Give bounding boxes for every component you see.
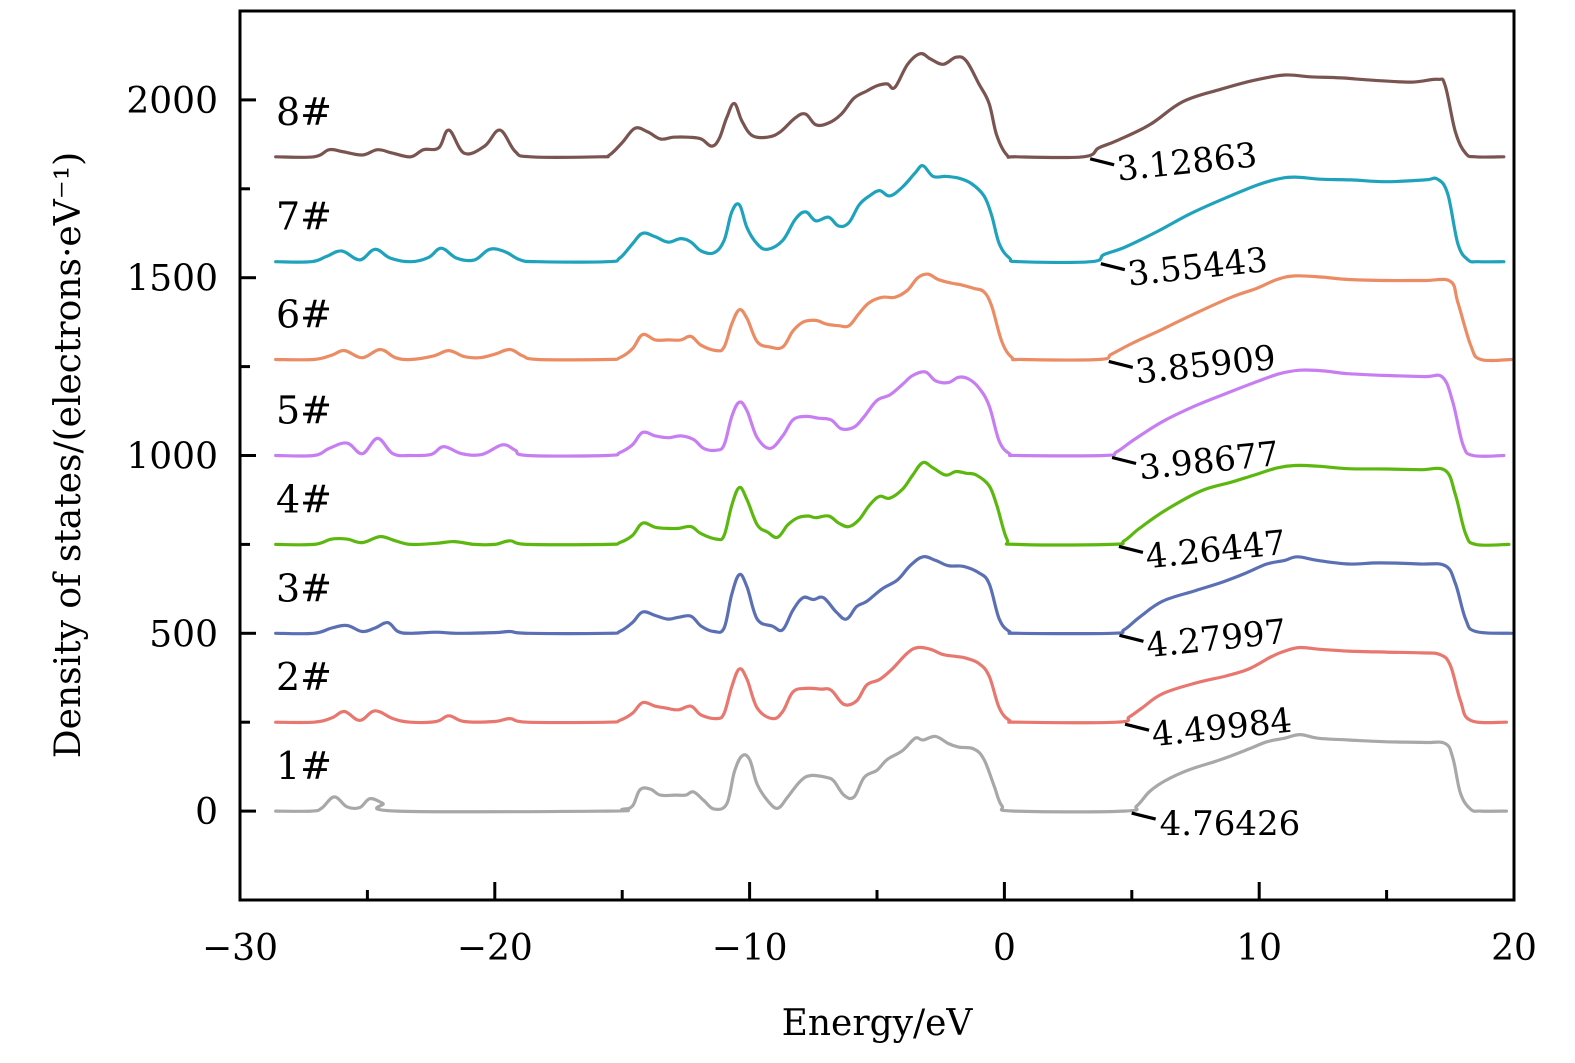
band-gap-label-7: 3.55443 <box>1126 240 1270 294</box>
x-tick-label: −20 <box>457 928 533 969</box>
y-tick-label: 500 <box>149 614 218 655</box>
y-tick-label: 0 <box>195 792 218 833</box>
series-line-8 <box>274 51 1506 160</box>
x-tick-label: 20 <box>1491 928 1537 969</box>
series-label-4: 4# <box>276 477 332 521</box>
gap-leader-line <box>1118 544 1144 554</box>
y-tick-label: 2000 <box>126 81 218 122</box>
band-gap-label-8: 3.12863 <box>1115 135 1259 189</box>
band-gap-label-1: 4.76426 <box>1160 804 1301 844</box>
band-gap-label-2: 4.49984 <box>1150 701 1294 755</box>
band-gap-label-4: 4.26447 <box>1144 523 1288 577</box>
band-gap-label-6: 3.85909 <box>1134 338 1278 392</box>
y-tick-label: 1500 <box>126 259 218 300</box>
x-tick-label: 10 <box>1236 928 1282 969</box>
x-axis-title: Energy/eV <box>782 1003 974 1044</box>
series-line-3 <box>274 555 1514 636</box>
x-tick-label: −30 <box>202 928 278 969</box>
x-tick-label: 0 <box>993 928 1016 969</box>
y-tick-label: 1000 <box>126 437 218 478</box>
series-line-1 <box>274 733 1508 814</box>
series-line-7 <box>274 164 1506 265</box>
series-line-4 <box>274 460 1511 547</box>
series-label-1: 1# <box>276 744 332 788</box>
series-labels: 1# 2# 3# 4# 5# 6# 7# 8# <box>276 90 332 788</box>
series-line-2 <box>274 645 1508 725</box>
axis-ticks <box>238 98 1516 900</box>
gap-leader-line <box>1131 811 1157 821</box>
x-tick-label: −10 <box>712 928 788 969</box>
series-label-2: 2# <box>276 655 332 699</box>
series-line-6 <box>274 272 1514 363</box>
series-label-5: 5# <box>276 389 332 433</box>
gap-leader-line <box>1100 262 1126 272</box>
band-gap-annotations: 4.764264.499844.279974.264473.986773.859… <box>1089 135 1301 844</box>
series-label-8: 8# <box>276 90 332 134</box>
gap-leader-line <box>1119 633 1144 643</box>
gap-leader-line <box>1124 722 1150 732</box>
curves-layer <box>274 51 1514 814</box>
series-label-7: 7# <box>276 195 332 239</box>
band-gap-label-5: 3.98677 <box>1137 434 1281 488</box>
series-label-6: 6# <box>276 292 332 336</box>
gap-leader-line <box>1108 359 1134 370</box>
series-line-5 <box>274 368 1506 458</box>
gap-leader-line <box>1111 455 1137 466</box>
gap-leader-line <box>1089 157 1115 167</box>
y-axis-title: Density of states/(electrons·eV⁻¹) <box>48 152 89 758</box>
axis-tick-labels: −30 −20 −10 0 10 20 0 500 1000 1500 2000 <box>126 81 1537 969</box>
series-label-3: 3# <box>276 566 332 610</box>
